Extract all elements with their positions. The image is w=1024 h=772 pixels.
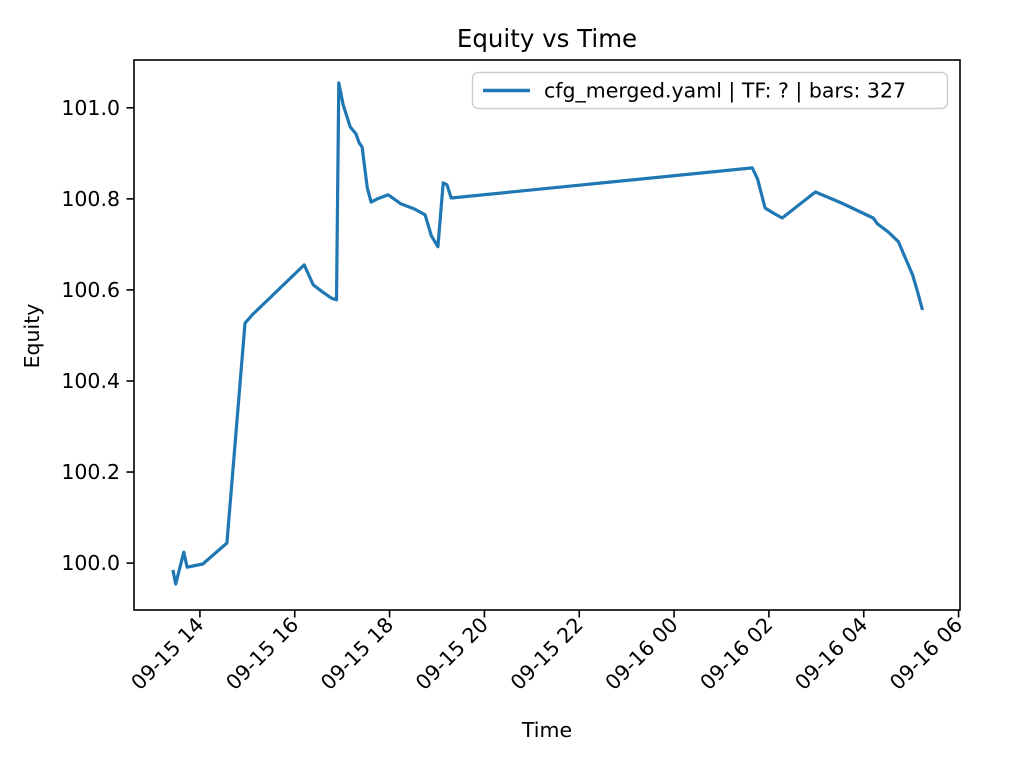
x-tick-label: 09-15 20 [411, 613, 493, 695]
legend: cfg_merged.yaml | TF: ? | bars: 327 [471, 71, 949, 110]
x-tick-label: 09-15 14 [126, 613, 208, 695]
y-tick-label: 100.2 [61, 460, 120, 484]
y-tick-label: 100.4 [61, 369, 120, 393]
equity-line [171, 81, 925, 586]
chart-title: Equity vs Time [457, 24, 637, 53]
plot-border [133, 59, 961, 611]
y-tick-label: 100.0 [61, 551, 120, 575]
y-tick-label: 100.6 [61, 278, 120, 302]
legend-box [471, 71, 949, 110]
x-tick-label: 09-15 18 [316, 613, 398, 695]
x-tick-label: 09-15 16 [221, 613, 303, 695]
y-axis-label: Equity [20, 304, 44, 369]
y-tick-label: 101.0 [61, 96, 120, 120]
x-tick-label: 09-16 04 [790, 613, 872, 695]
x-tick-label: 09-16 06 [885, 613, 967, 695]
x-tick-label: 09-16 00 [600, 613, 682, 695]
y-tick-label: 100.8 [61, 187, 120, 211]
x-axis-label: Time [521, 718, 572, 742]
legend-label: cfg_merged.yaml | TF: ? | bars: 327 [544, 79, 906, 104]
x-tick-label: 09-16 02 [695, 613, 777, 695]
x-tick-label: 09-15 22 [506, 613, 588, 695]
